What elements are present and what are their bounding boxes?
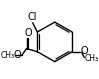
Text: O: O	[24, 28, 32, 38]
Text: Cl: Cl	[27, 12, 37, 22]
Text: CH₃: CH₃	[0, 51, 14, 60]
Text: O: O	[80, 46, 88, 56]
Text: CH₃: CH₃	[85, 54, 99, 63]
Text: O: O	[14, 50, 21, 60]
